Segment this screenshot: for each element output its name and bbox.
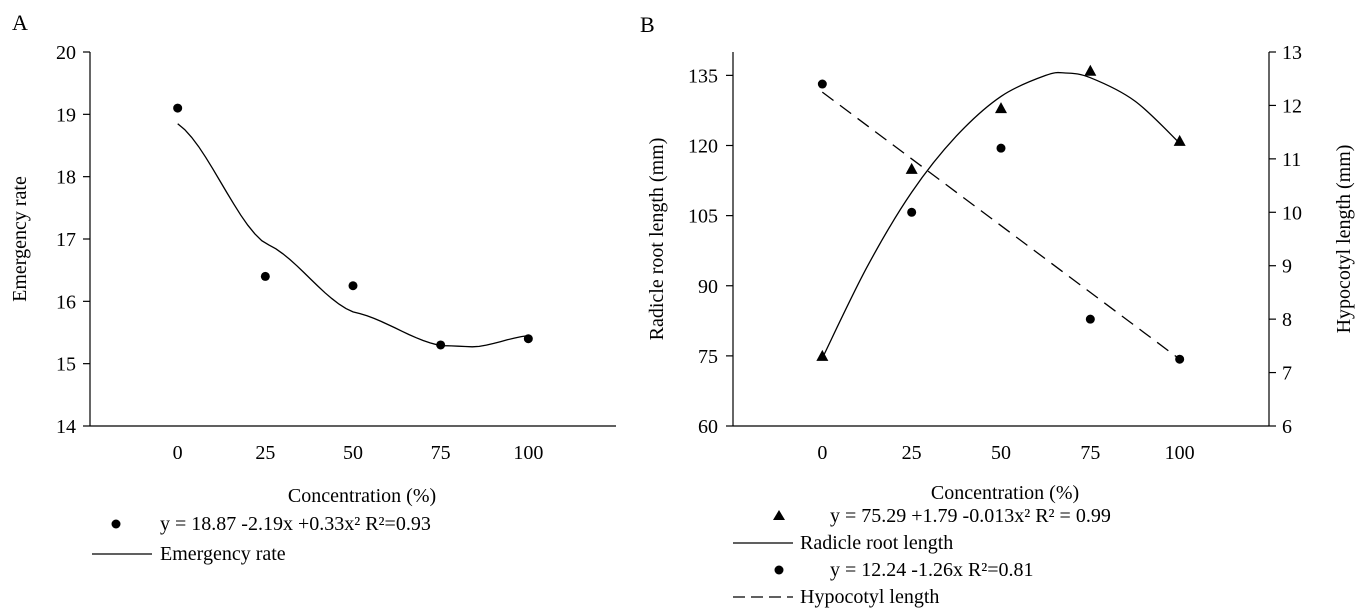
x-tick-label: 25 <box>255 442 275 464</box>
legend-b-triangle-marker <box>773 510 785 520</box>
panel-a-y-label: Emergency rate <box>9 176 31 302</box>
radicle-point <box>905 162 918 174</box>
x-tick-label: 100 <box>1165 442 1195 464</box>
panel-a: A 14 15 16 17 18 19 20 0 25 50 75 100 Emergency ra… <box>9 10 616 565</box>
panel-a-x-label: Concentration (%) <box>288 485 436 507</box>
panel-a-points <box>173 103 533 350</box>
panel-b-points <box>816 64 1186 364</box>
y2-tick-label: 13 <box>1282 42 1302 64</box>
y-tick-label: 20 <box>56 42 76 64</box>
y-tick-label: 17 <box>56 229 76 251</box>
y-tick-label: 16 <box>56 291 76 313</box>
legend-b-radicle-equation: y = 75.29 +1.79 -0.013x² R² = 0.99 <box>830 505 1111 527</box>
panel-b-x-label: Concentration (%) <box>931 482 1079 504</box>
y-tick-label: 15 <box>56 354 76 376</box>
y-tick-label: 60 <box>698 416 718 438</box>
panel-b-label: B <box>640 12 655 37</box>
y2-tick-label: 6 <box>1282 416 1292 438</box>
hypocotyl-point <box>1175 354 1185 364</box>
legend-a-equation: y = 18.87 -2.19x +0.33x² R²=0.93 <box>160 513 431 535</box>
y2-tick-label: 10 <box>1282 202 1302 224</box>
y2-tick-label: 9 <box>1282 256 1292 278</box>
x-tick-label: 0 <box>817 442 827 464</box>
hypocotyl-point <box>1085 314 1095 324</box>
emergency-rate-point <box>436 340 446 350</box>
panel-a-x-ticks: 0 25 50 75 100 <box>173 442 544 464</box>
radicle-point <box>816 349 829 361</box>
emergency-rate-point <box>173 103 183 113</box>
panel-b-y2-label: Hypocotyl length (mm) <box>1333 145 1355 334</box>
x-tick-label: 50 <box>343 442 363 464</box>
y-tick-label: 75 <box>698 346 718 368</box>
y2-tick-label: 12 <box>1282 95 1302 117</box>
emergency-rate-point <box>260 271 270 281</box>
panel-a-y-ticks: 14 15 16 17 18 19 20 <box>56 42 90 438</box>
radicle-point <box>1173 134 1186 146</box>
panel-a-label: A <box>12 10 28 35</box>
panel-b-y2-ticks: 6 7 8 9 10 11 12 13 <box>1269 42 1302 438</box>
y-tick-label: 14 <box>56 416 76 438</box>
panel-b-hypocotyl-fit-line <box>821 91 1181 360</box>
panel-b: B 60 75 90 105 120 135 6 7 8 9 10 11 12 13 0 25 50 75 10… <box>640 12 1355 608</box>
hypocotyl-point <box>907 207 917 217</box>
radicle-point <box>1084 64 1097 76</box>
legend-b-circle-marker <box>774 565 784 575</box>
x-tick-label: 0 <box>173 442 183 464</box>
legend-a-series-label: Emergency rate <box>160 543 286 565</box>
emergency-rate-point <box>523 334 533 344</box>
panel-b-y-label: Radicle root length (mm) <box>646 138 668 341</box>
x-tick-label: 50 <box>991 442 1011 464</box>
y2-tick-label: 8 <box>1282 309 1292 331</box>
y2-tick-label: 7 <box>1282 363 1292 385</box>
emergency-rate-point <box>348 281 358 291</box>
y-tick-label: 19 <box>56 104 76 126</box>
x-tick-label: 75 <box>1080 442 1100 464</box>
x-tick-label: 75 <box>431 442 451 464</box>
y-tick-label: 18 <box>56 167 76 189</box>
y-tick-label: 135 <box>688 65 718 87</box>
y-tick-label: 90 <box>698 276 718 298</box>
legend-b-hypocotyl-equation: y = 12.24 -1.26x R²=0.81 <box>830 559 1034 581</box>
hypocotyl-point <box>996 143 1006 153</box>
panel-b-radicle-fit-curve <box>821 71 1181 359</box>
panel-a-fit-curve <box>177 123 529 348</box>
y-tick-label: 105 <box>688 206 718 228</box>
y-tick-label: 120 <box>688 136 718 158</box>
y2-tick-label: 11 <box>1282 149 1301 171</box>
x-tick-label: 25 <box>902 442 922 464</box>
x-tick-label: 100 <box>513 442 543 464</box>
hypocotyl-point <box>817 79 827 89</box>
radicle-point <box>995 102 1007 114</box>
panel-b-x-ticks: 0 25 50 75 100 <box>817 442 1194 464</box>
panel-b-y-ticks: 60 75 90 105 120 135 <box>688 65 733 438</box>
legend-b-hypocotyl-label: Hypocotyl length <box>800 586 939 608</box>
legend-a-circle-marker <box>111 519 121 529</box>
legend-b-radicle-label: Radicle root length <box>800 532 953 554</box>
